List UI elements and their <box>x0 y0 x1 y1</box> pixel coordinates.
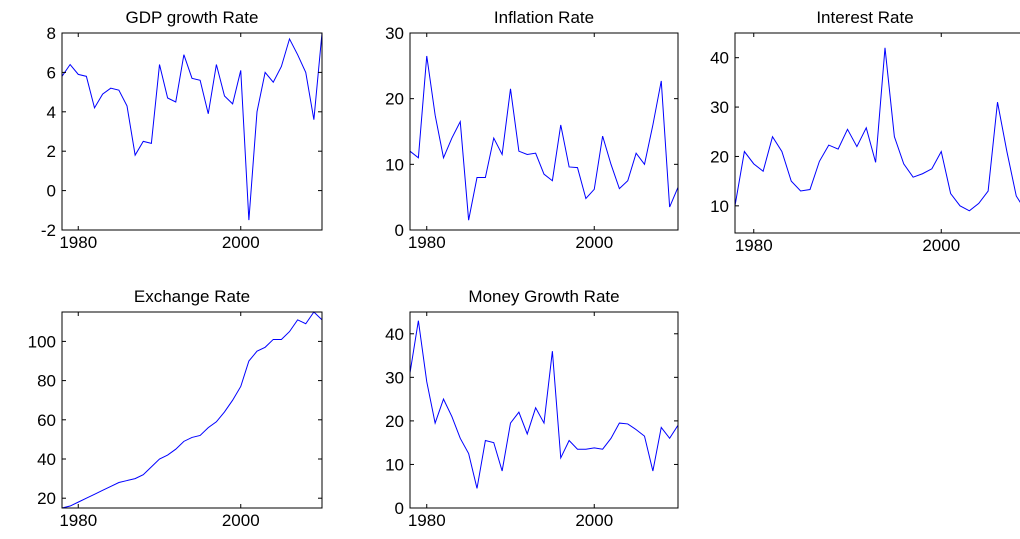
y-tick-label: 8 <box>47 24 56 43</box>
x-tick-label: 2000 <box>575 233 613 252</box>
y-tick-label: 20 <box>385 90 404 109</box>
data-line <box>734 47 1020 212</box>
y-tick-label: 0 <box>47 182 56 201</box>
y-tick-label: 40 <box>37 450 56 469</box>
chart-title: Money Growth Rate <box>468 287 619 306</box>
y-tick-label: 2 <box>47 142 56 161</box>
data-line <box>61 311 323 509</box>
y-tick-label: 60 <box>37 411 56 430</box>
x-tick-label: 1980 <box>408 233 446 252</box>
y-tick-label: 20 <box>385 412 404 431</box>
data-line <box>409 55 679 221</box>
chart-title: Exchange Rate <box>134 287 250 306</box>
x-tick-label: 1980 <box>59 233 97 252</box>
x-tick-label: 1980 <box>59 511 97 530</box>
y-tick-label: 6 <box>47 63 56 82</box>
y-tick-label: 10 <box>710 197 729 216</box>
chart-title: Inflation Rate <box>494 8 594 27</box>
y-tick-label: 4 <box>47 103 56 122</box>
x-tick-label: 2000 <box>922 236 960 255</box>
x-tick-label: 2000 <box>222 233 260 252</box>
y-tick-label: 20 <box>37 489 56 508</box>
axes-box <box>734 32 1020 234</box>
x-tick-label: 2000 <box>222 511 260 530</box>
axes-box <box>409 32 679 231</box>
y-tick-label: 10 <box>385 155 404 174</box>
y-tick-label: 40 <box>710 49 729 68</box>
x-tick-label: 1980 <box>408 511 446 530</box>
x-tick-label: 2000 <box>575 511 613 530</box>
y-tick-label: 40 <box>385 325 404 344</box>
data-line <box>409 320 679 489</box>
axes-box <box>409 311 679 509</box>
chart-title: GDP growth Rate <box>126 8 259 27</box>
y-tick-label: -2 <box>41 221 56 240</box>
x-tick-label: 1980 <box>735 236 773 255</box>
chart-title: Interest Rate <box>816 8 913 27</box>
y-tick-label: 30 <box>385 24 404 43</box>
y-tick-label: 100 <box>28 332 56 351</box>
y-tick-label: 20 <box>710 147 729 166</box>
y-tick-label: 0 <box>395 499 404 518</box>
axes-box <box>61 32 323 231</box>
y-tick-label: 0 <box>395 221 404 240</box>
y-tick-label: 10 <box>385 455 404 474</box>
axes-box <box>61 311 323 509</box>
y-tick-label: 80 <box>37 372 56 391</box>
y-tick-label: 30 <box>385 368 404 387</box>
data-line <box>61 32 323 221</box>
y-tick-label: 30 <box>710 98 729 117</box>
